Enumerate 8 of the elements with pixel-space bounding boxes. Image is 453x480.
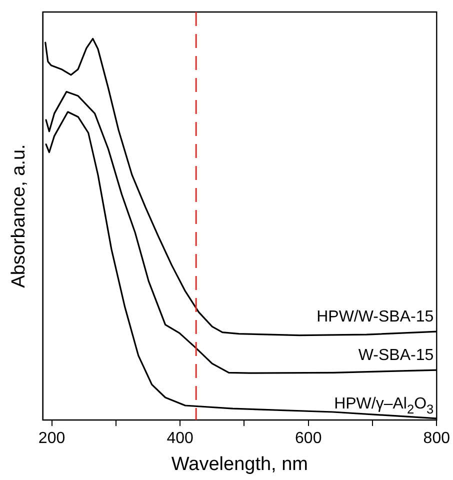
x-tick-label: 200 bbox=[38, 430, 66, 448]
y-axis-title: Absorbance, a.u. bbox=[8, 144, 30, 288]
x-tick-label: 800 bbox=[423, 430, 450, 448]
series-label: HPW/W-SBA-15 bbox=[316, 308, 434, 326]
x-axis-title: Wavelength, nm bbox=[171, 454, 308, 475]
x-tick-label: 400 bbox=[166, 430, 194, 448]
series-label: W-SBA-15 bbox=[358, 347, 434, 364]
x-tick-label: 600 bbox=[295, 430, 322, 448]
